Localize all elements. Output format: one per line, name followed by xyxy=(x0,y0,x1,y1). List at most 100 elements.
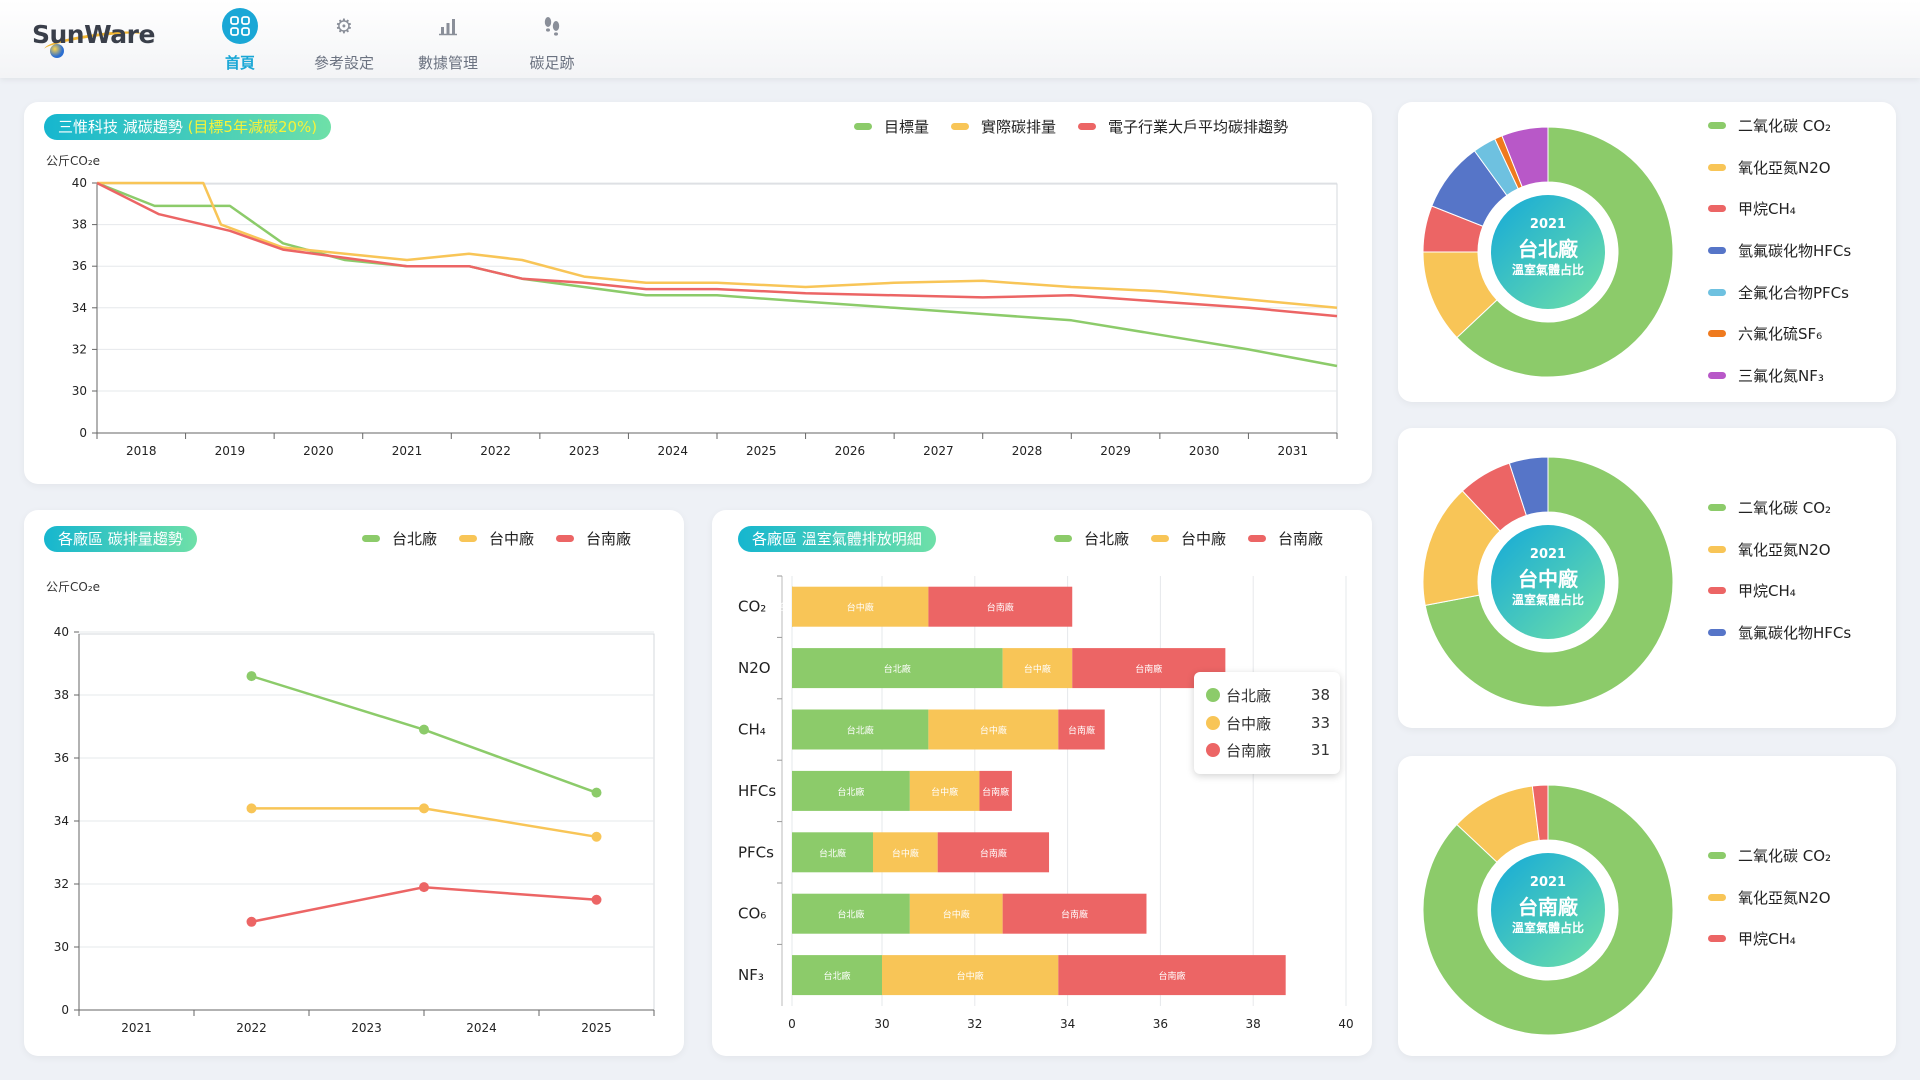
nav-data[interactable]: 數據管理 xyxy=(398,0,498,78)
bar-segment xyxy=(928,709,1059,750)
factory-legend-item[interactable]: 台北廠 xyxy=(362,528,437,549)
y-tick-label: 38 xyxy=(54,688,69,702)
category-label: NF₃ xyxy=(738,966,764,984)
ghg-legend-item[interactable]: 台北廠 xyxy=(1054,528,1129,549)
y-tick-label: 30 xyxy=(54,940,69,954)
donut-legend: 二氧化碳 CO₂ 氧化亞氮N2O 甲烷CH₄ xyxy=(1708,835,1831,960)
x-tick-label: 2018 xyxy=(126,444,157,458)
sunware-logo[interactable]: SunWare xyxy=(30,14,160,64)
legend-label: 二氧化碳 CO₂ xyxy=(1738,847,1832,866)
bar-segment-label: 台中廠 xyxy=(980,725,1007,737)
y-tick-label: 36 xyxy=(54,751,69,765)
factory-chart: 0 30 32 34 36 38 40 2021 2022 2023 2024 2025 xyxy=(54,625,655,1035)
trend-legend-item[interactable]: 實際碳排量 xyxy=(951,116,1056,137)
bar-segment xyxy=(1058,709,1105,750)
donut-subtitle: 溫室氣體占比 xyxy=(1511,593,1584,607)
donut-card-taipei: 2021 台北廠 溫室氣體占比 二氧化碳 CO₂ 氧化亞氮N2O 甲烷CH₄ 氫… xyxy=(1398,102,1896,402)
donut-center: 2021 台南廠 溫室氣體占比 xyxy=(1491,853,1605,967)
legend-label: 台北廠 xyxy=(392,530,438,548)
ghg-title: 各廠區 溫室氣體排放明細 xyxy=(738,526,936,552)
legend-label: 台南廠 xyxy=(586,530,632,548)
donut-legend-item[interactable]: 甲烷CH₄ xyxy=(1708,188,1851,230)
trend-title-highlight: (目標5年減碳20%) xyxy=(187,118,318,136)
donut-legend-item[interactable]: 甲烷CH₄ xyxy=(1708,918,1831,960)
donut-legend-item[interactable]: 全氟化合物PFCs xyxy=(1708,271,1851,313)
donut-legend-item[interactable]: 氫氟碳化物HFCs xyxy=(1708,230,1851,272)
trend-unit: 公斤CO₂e xyxy=(46,154,101,168)
x-tick-label: 2023 xyxy=(569,444,600,458)
donut-legend-item[interactable]: 甲烷CH₄ xyxy=(1708,570,1851,612)
x-tick-label: 32 xyxy=(967,1017,982,1031)
trend-legend-item[interactable]: 目標量 xyxy=(854,116,929,137)
tooltip-row: 台中廠 33 xyxy=(1206,712,1330,734)
bar-segment-label: 台中廠 xyxy=(892,847,919,859)
x-tick-label: 2025 xyxy=(581,1021,612,1035)
x-tick-label: 2027 xyxy=(923,444,954,458)
x-tick-label: 2024 xyxy=(466,1021,497,1035)
bar-segment-label: 台南廠 xyxy=(1135,663,1162,675)
donut-legend-item[interactable]: 三氟化氮NF₃ xyxy=(1708,355,1851,397)
y-tick-label: 0 xyxy=(61,1003,69,1017)
trend-legend-item[interactable]: 電子行業大戶平均碳排趨勢 xyxy=(1078,116,1288,137)
donut-center: 2021 台北廠 溫室氣體占比 xyxy=(1491,195,1605,309)
legend-label: 目標量 xyxy=(884,118,930,136)
ghg-card: 各廠區 溫室氣體排放明細 台北廠 台中廠 台南廠 0 30 32 34 36 38 40 CO… xyxy=(712,510,1372,1056)
y-tick-label: 36 xyxy=(72,259,87,273)
factory-legend-item[interactable]: 台南廠 xyxy=(556,528,631,549)
plot-frame xyxy=(96,183,1338,434)
legend-label: 氧化亞氮N2O xyxy=(1738,888,1831,907)
category-label: N2O xyxy=(738,659,771,677)
tooltip-value: 38 xyxy=(1310,686,1330,704)
y-tick-label: 38 xyxy=(72,218,87,232)
x-tick-label: 36 xyxy=(1153,1017,1168,1031)
donut-legend-item[interactable]: 二氧化碳 CO₂ xyxy=(1708,105,1851,147)
x-tick-label: 2031 xyxy=(1277,444,1308,458)
donut-legend-item[interactable]: 氧化亞氮N2O xyxy=(1708,877,1831,919)
nav-settings-label: 參考設定 xyxy=(313,54,374,72)
legend-swatch xyxy=(1708,163,1726,171)
donut-legend-item[interactable]: 六氟化硫SF₆ xyxy=(1708,313,1851,355)
donut-chart xyxy=(1422,456,1674,708)
y-tick-label: 30 xyxy=(72,384,87,398)
legend-swatch xyxy=(459,535,478,542)
legend-label: 二氧化碳 CO₂ xyxy=(1738,499,1832,518)
x-tick-label: 2025 xyxy=(746,444,777,458)
factory-legend-item[interactable]: 台中廠 xyxy=(459,528,534,549)
trend-title-main: 三惟科技 減碳趨勢 xyxy=(58,118,183,136)
bar-segment xyxy=(792,709,929,750)
chart-tooltip: 台北廠 38 台中廠 33 台南廠 31 xyxy=(1194,672,1340,774)
donut-legend-item[interactable]: 氫氟碳化物HFCs xyxy=(1708,612,1851,654)
donut-chart xyxy=(1422,784,1674,1036)
x-tick-label: 2023 xyxy=(351,1021,382,1035)
legend-swatch xyxy=(854,123,872,130)
donut-legend-item[interactable]: 二氧化碳 CO₂ xyxy=(1708,487,1851,529)
x-tick-label: 2029 xyxy=(1100,444,1131,458)
donut-legend-item[interactable]: 氧化亞氮N2O xyxy=(1708,147,1851,189)
dashboard-icon xyxy=(222,8,258,44)
legend-label: 台中廠 xyxy=(1181,530,1227,548)
data-point xyxy=(246,803,257,814)
legend-swatch xyxy=(951,123,970,130)
bar-segment-label: 台南廠 xyxy=(1061,909,1088,921)
category-label: HFCs xyxy=(738,782,776,800)
donut-legend-item[interactable]: 氧化亞氮N2O xyxy=(1708,529,1851,571)
legend-label: 二氧化碳 CO₂ xyxy=(1738,117,1832,136)
tooltip-name: 台北廠 xyxy=(1226,686,1272,705)
tooltip-dot xyxy=(1206,688,1220,702)
bar-segment xyxy=(909,770,980,811)
nav-data-label: 數據管理 xyxy=(417,54,478,72)
ghg-legend-item[interactable]: 台南廠 xyxy=(1248,528,1323,549)
donut-legend-item[interactable]: 二氧化碳 CO₂ xyxy=(1708,835,1831,877)
nav-settings[interactable]: ⚙ 參考設定 xyxy=(294,0,394,78)
nav-footprint[interactable]: 碳足跡 xyxy=(502,0,602,78)
ghg-legend-item[interactable]: 台中廠 xyxy=(1151,528,1226,549)
category-label: CO₂ xyxy=(738,598,766,616)
x-tick-label: 2021 xyxy=(392,444,423,458)
x-tick-label: 30 xyxy=(874,1017,889,1031)
donut-legend: 二氧化碳 CO₂ 氧化亞氮N2O 甲烷CH₄ 氫氟碳化物HFCs 全氟化合物PF… xyxy=(1708,105,1851,396)
legend-swatch xyxy=(1708,587,1726,595)
series-line xyxy=(96,181,1338,368)
nav-home[interactable]: 首頁 xyxy=(190,0,290,78)
legend-label: 電子行業大戶平均碳排趨勢 xyxy=(1108,118,1289,136)
tooltip-dot xyxy=(1206,716,1220,730)
